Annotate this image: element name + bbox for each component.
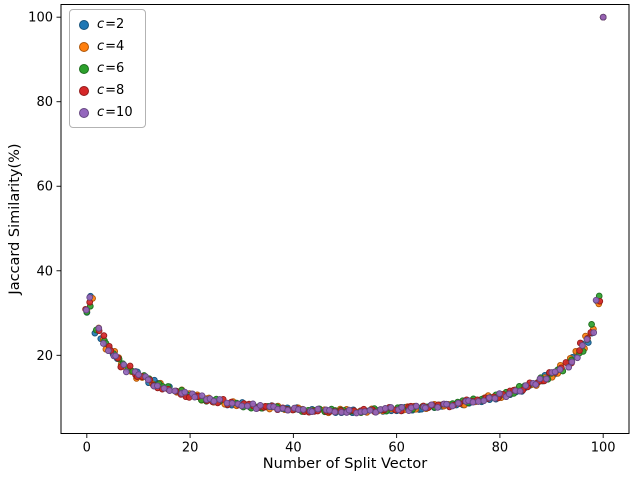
data-point [126,362,134,370]
x-tick-label: 40 [285,441,302,456]
data-point [412,402,420,410]
legend-item-c-2: c=2 [79,18,133,31]
data-point [284,406,292,414]
data-point [590,329,598,336]
data-point [100,340,107,347]
legend-label: c=10 [97,105,133,120]
y-tick-label: 60 [36,180,53,195]
data-point [454,399,462,407]
legend-marker-icon [79,19,89,30]
x-axis-label: Number of Split Vector [262,456,428,472]
data-point [381,405,389,412]
data-point [105,347,112,355]
data-point [387,404,395,411]
data-point [516,387,524,395]
data-point [565,363,573,371]
legend-item-c-6: c=6 [79,62,133,75]
axes-frame [60,4,630,434]
legend-marker-icon [79,63,89,74]
data-point [112,352,119,360]
data-point [100,332,108,339]
data-point [345,406,353,414]
y-tick-label: 100 [28,11,53,26]
data-point [120,361,128,369]
data-point [95,324,103,332]
data-point [568,358,576,366]
data-point [86,294,94,301]
data-point [398,404,406,411]
data-point [505,390,513,398]
data-point [428,401,435,409]
legend-label: c=2 [97,17,125,32]
x-tick-label: 100 [591,441,616,456]
y-tick-label: 40 [36,264,53,279]
data-point [475,398,482,405]
data-point [314,405,322,413]
data-point [308,408,316,416]
legend-label: c=4 [97,39,125,54]
data-point [122,368,130,376]
data-point [532,381,540,388]
legend-item-c-4: c=4 [79,40,133,53]
data-point [588,321,595,328]
data-point [249,400,257,408]
data-point [496,390,503,397]
y-axis-label: Jaccard Similarity(%) [7,143,23,295]
data-point [592,296,600,304]
legend-item-c-10: c=10 [79,106,133,119]
data-point [522,382,530,389]
y-tick-label: 80 [36,95,53,110]
data-point [210,397,218,405]
data-point [583,336,591,343]
data-point [480,397,488,405]
data-point [244,402,251,410]
data-point [171,387,179,395]
legend-marker-icon [79,107,89,118]
data-point [181,388,189,396]
legend-item-c-8: c=8 [79,84,133,97]
data-point [144,376,152,384]
x-tick-label: 0 [83,441,91,456]
data-point [82,306,90,314]
data-point [256,402,264,409]
data-point [434,404,442,411]
data-point [449,402,456,410]
legend-marker-icon [79,41,89,52]
data-point [198,392,206,400]
data-point [574,354,581,362]
data-point [366,407,374,414]
data-point [556,366,564,373]
x-tick-label: 20 [182,441,199,456]
data-point [579,342,586,349]
data-point [160,384,168,392]
legend: c=2 c=4 c=6 c=8 c=10 [69,9,146,128]
data-point [491,395,499,402]
data-point [422,404,429,412]
data-point [469,398,477,406]
y-tick-label: 20 [36,349,53,364]
data-point [135,371,142,379]
data-point [191,393,199,401]
legend-label: c=8 [97,83,125,98]
data-point [599,13,607,21]
data-point [228,399,236,407]
legend-marker-icon [79,85,89,96]
data-point [536,375,544,383]
legend-label: c=6 [97,61,125,76]
data-point [299,406,307,413]
data-point [238,402,246,410]
data-point [331,408,339,416]
data-point [485,394,493,402]
x-tick-label: 80 [492,441,509,456]
data-point [576,347,583,354]
data-point [154,382,161,390]
data-point [443,400,450,408]
data-point [216,396,224,403]
x-tick-label: 60 [388,441,405,456]
data-points [82,13,607,417]
data-point [543,375,550,383]
